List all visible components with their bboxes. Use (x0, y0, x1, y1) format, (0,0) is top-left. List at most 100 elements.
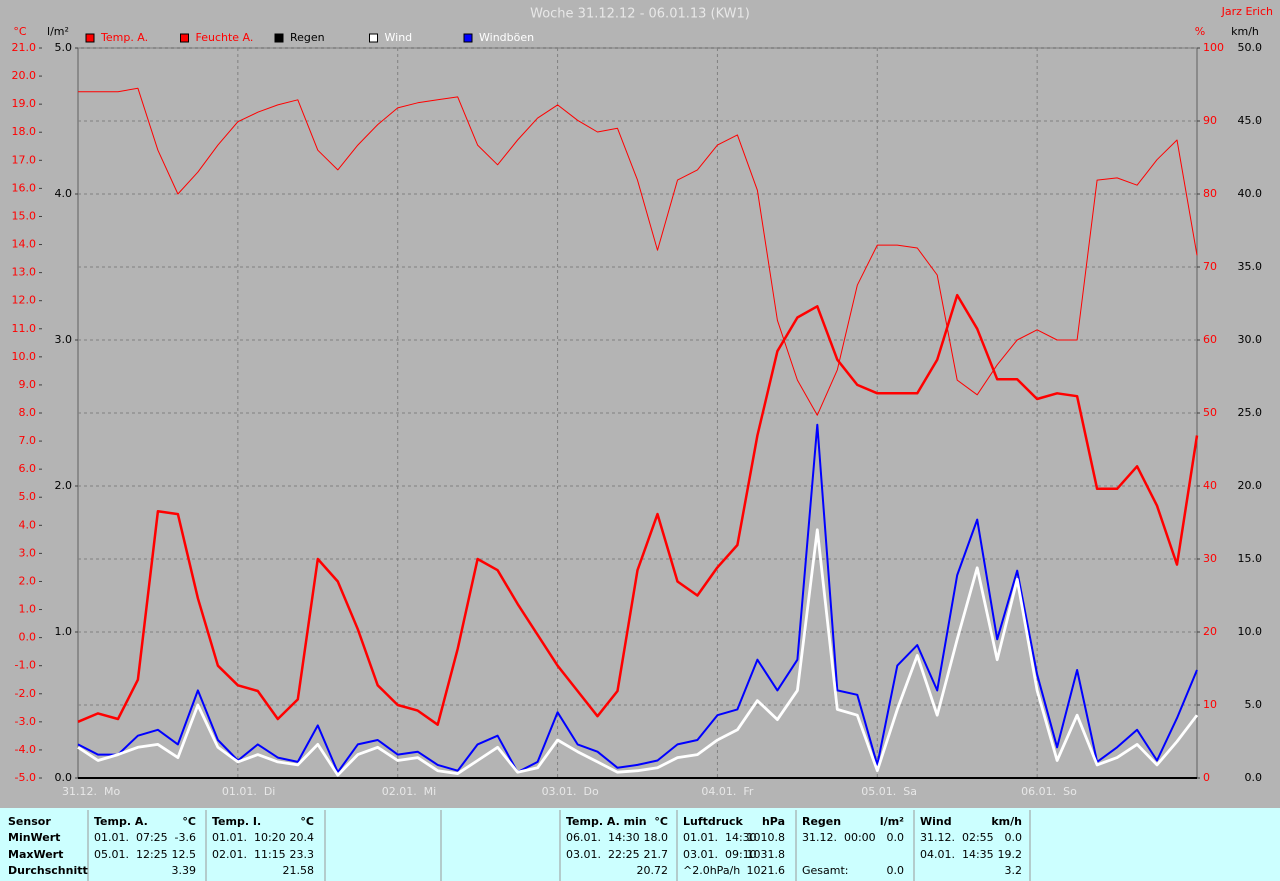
cell-value: 19.2 (998, 848, 1023, 861)
cell-value: 18.0 (644, 831, 669, 844)
legend-swatch (369, 33, 378, 43)
cell-value: 21.7 (644, 848, 669, 861)
column-title: Temp. A. (94, 815, 148, 828)
y-tick-label: 0.0 (55, 771, 73, 784)
y-tick-label: 15.0 (1238, 552, 1263, 565)
y-tick-label: 10.0 (1238, 625, 1263, 638)
y-tick-label: 21.0 (12, 41, 37, 54)
y-tick-label: 17.0 (12, 153, 37, 166)
x-tick-label: 04.01. Fr (701, 785, 754, 798)
cell-date: 31.12. 00:00 (802, 831, 876, 844)
y-tick-label: 19.0 (12, 97, 37, 110)
cell-value: 20.72 (637, 864, 669, 877)
y-tick-label: 35.0 (1238, 260, 1263, 273)
y-tick-label: 5.0 (1245, 698, 1263, 711)
y-tick-label: 10.0 (12, 350, 37, 363)
axis-unit: l/m² (47, 25, 69, 38)
legend-label: Windböen (479, 31, 534, 44)
column-title: Temp. A. min (566, 815, 647, 828)
cell-date: 02.01. 11:15 (212, 848, 286, 861)
cell-value: 1031.8 (747, 848, 786, 861)
y-tick-label: 20.0 (12, 69, 37, 82)
cell-value: 23.3 (290, 848, 315, 861)
column-title: Temp. I. (212, 815, 261, 828)
cell-date: 31.12. 02:55 (920, 831, 994, 844)
y-tick-label: 7.0 (19, 434, 37, 447)
y-tick-label: -1.0 (15, 659, 36, 672)
y-tick-label: 13.0 (12, 266, 37, 279)
x-tick-label: 05.01. Sa (861, 785, 917, 798)
y-tick-label: 20.0 (1238, 479, 1263, 492)
legend-swatch (85, 33, 95, 43)
cell-value: 3.39 (172, 864, 197, 877)
y-tick-label: 0.0 (19, 631, 37, 644)
cell-date: 05.01. 12:25 (94, 848, 168, 861)
y-tick-label: 60 (1203, 333, 1217, 346)
column-unit: l/m² (880, 815, 904, 828)
table-grid (87, 810, 1031, 881)
y-tick-label: 1.0 (55, 625, 73, 638)
series-line (78, 87, 1198, 416)
y-tick-label: 20 (1203, 625, 1217, 638)
y-tick-label: 3.0 (55, 333, 73, 346)
column-title: Wind (920, 815, 952, 828)
cell-date: 01.01. 07:25 (94, 831, 168, 844)
y-tick-label: 10 (1203, 698, 1217, 711)
cell-value: 0.0 (887, 864, 905, 877)
y-tick-label: 8.0 (19, 406, 37, 419)
cell-date: 01.01. 14:30 (683, 831, 757, 844)
legend-label: Temp. A. (100, 31, 148, 44)
cell-value: 12.5 (172, 848, 197, 861)
chart-title: Woche 31.12.12 - 06.01.13 (KW1) (530, 7, 750, 22)
cell-value: 3.2 (1005, 864, 1023, 877)
cell-date: 06.01. 14:30 (566, 831, 640, 844)
y-tick-label: -2.0 (15, 687, 36, 700)
row-label: MinWert (8, 831, 60, 844)
cell-value: 21.58 (283, 864, 315, 877)
y-tick-label: 70 (1203, 260, 1217, 273)
row-label: MaxWert (8, 848, 63, 861)
legend-label: Feuchte A. (196, 31, 254, 44)
y-tick-label: 5.0 (55, 41, 73, 54)
series-line (77, 293, 1199, 726)
y-tick-label: -3.0 (15, 715, 36, 728)
y-tick-label: 3.0 (19, 546, 37, 559)
y-tick-label: 90 (1203, 114, 1217, 127)
y-tick-label: 2.0 (55, 479, 73, 492)
cell-value: -3.6 (175, 831, 196, 844)
cell-value: 20.4 (290, 831, 315, 844)
cell-label: Gesamt: (802, 864, 849, 877)
y-tick-label: 16.0 (12, 181, 37, 194)
cell-label: ^2.0hPa/h (683, 864, 740, 877)
cell-date: 03.01. 09:10 (683, 848, 757, 861)
y-tick-label: 5.0 (19, 490, 37, 503)
column-title: Regen (802, 815, 841, 828)
x-tick-label: 01.01. Di (222, 785, 276, 798)
x-tick-label: 31.12. Mo (62, 785, 120, 798)
y-tick-label: 25.0 (1238, 406, 1263, 419)
y-tick-label: 18.0 (12, 125, 37, 138)
cell-value: 0.0 (1005, 831, 1023, 844)
y-tick-label: 0 (1203, 771, 1210, 784)
y-tick-label: -5.0 (15, 771, 36, 784)
column-unit: °C (182, 815, 196, 828)
x-tick-label: 02.01. Mi (382, 785, 437, 798)
y-tick-label: 4.0 (55, 187, 73, 200)
x-tick-label: 03.01. Do (542, 785, 599, 798)
axis-unit: km/h (1231, 25, 1259, 38)
column-unit: °C (654, 815, 668, 828)
column-unit: km/h (991, 815, 1022, 828)
y-tick-label: 14.0 (12, 238, 37, 251)
y-tick-label: 100 (1203, 41, 1224, 54)
legend-swatch (180, 33, 189, 43)
series-line (77, 423, 1198, 774)
cell-value: 0.0 (887, 831, 905, 844)
y-tick-label: 50 (1203, 406, 1217, 419)
y-tick-label: 15.0 (12, 209, 37, 222)
y-tick-label: -4.0 (15, 743, 36, 756)
cell-value: 1010.8 (747, 831, 786, 844)
row-label: Durchschnitt (8, 864, 88, 877)
axis-unit: % (1195, 25, 1205, 38)
y-tick-label: 40 (1203, 479, 1217, 492)
